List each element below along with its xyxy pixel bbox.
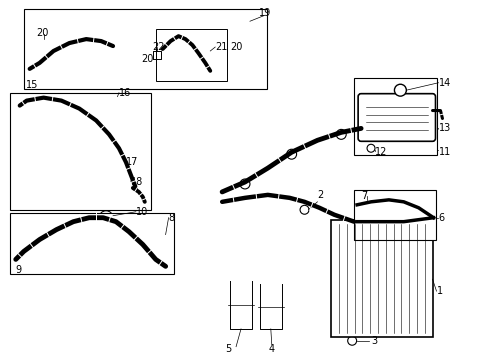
Circle shape (208, 67, 216, 75)
Circle shape (99, 211, 113, 225)
Text: 16: 16 (119, 88, 131, 98)
Circle shape (12, 254, 23, 265)
Text: 4: 4 (268, 344, 274, 354)
Circle shape (336, 129, 346, 139)
Text: 18: 18 (131, 177, 143, 187)
Circle shape (121, 159, 130, 168)
Text: 2: 2 (317, 190, 323, 200)
Text: 20: 20 (37, 28, 49, 38)
Circle shape (122, 171, 131, 180)
Circle shape (286, 149, 296, 159)
Bar (331, 220, 432, 337)
Bar (353, 190, 435, 239)
Text: 12: 12 (374, 147, 386, 157)
Text: 14: 14 (438, 78, 450, 88)
Text: 9: 9 (16, 265, 22, 275)
Circle shape (300, 205, 308, 214)
Text: 10: 10 (136, 207, 148, 217)
Bar (353, 78, 437, 155)
Circle shape (240, 179, 249, 189)
Circle shape (57, 98, 66, 107)
Circle shape (135, 55, 142, 63)
Circle shape (28, 67, 36, 75)
Text: 11: 11 (438, 147, 450, 157)
Circle shape (108, 94, 117, 103)
Text: 20: 20 (230, 42, 242, 52)
Circle shape (107, 43, 115, 51)
Circle shape (158, 260, 169, 271)
Text: 17: 17 (126, 157, 138, 167)
Text: 22: 22 (152, 42, 165, 52)
Circle shape (17, 102, 26, 111)
Text: 6: 6 (438, 213, 444, 223)
Text: 5: 5 (224, 344, 231, 354)
Bar (10, 93, 150, 210)
Text: 8: 8 (168, 213, 174, 223)
Circle shape (394, 84, 406, 96)
Circle shape (362, 207, 370, 215)
Bar (24, 9, 266, 89)
Bar (155, 29, 226, 81)
Bar (10, 213, 173, 274)
Text: 1: 1 (436, 286, 442, 296)
Circle shape (366, 144, 374, 152)
FancyBboxPatch shape (357, 94, 435, 141)
Text: 19: 19 (258, 8, 270, 18)
Text: 3: 3 (370, 336, 376, 346)
Circle shape (347, 336, 356, 345)
Text: 13: 13 (438, 123, 450, 134)
Circle shape (97, 128, 105, 137)
Text: 7: 7 (360, 191, 366, 201)
Text: 21: 21 (215, 42, 227, 52)
Text: 20: 20 (141, 54, 153, 64)
Text: 15: 15 (26, 80, 38, 90)
